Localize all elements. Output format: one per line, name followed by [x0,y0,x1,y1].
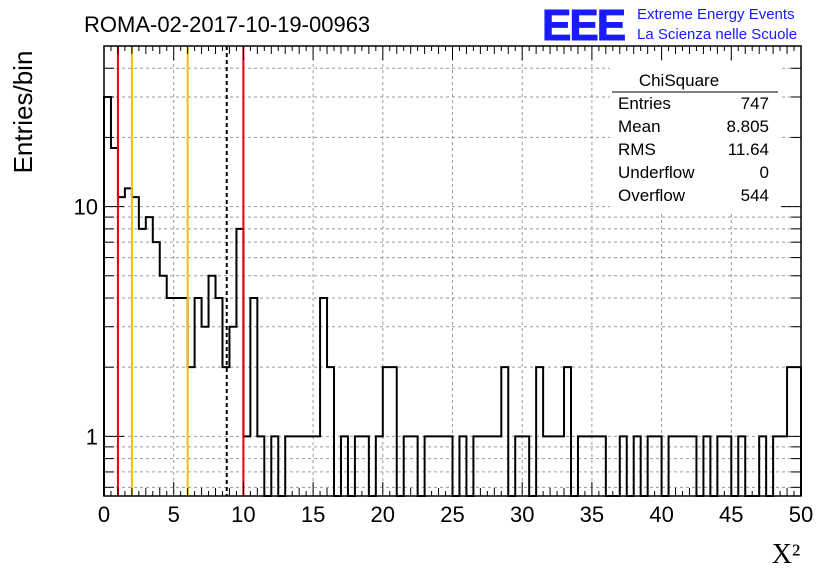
stats-title: ChiSquare [639,71,719,90]
stats-value: 11.64 [728,140,769,159]
eee-logo-letters: EEE [542,1,625,50]
x-tick-label: 25 [440,502,464,527]
stats-value: 544 [741,186,769,205]
histogram-outline [103,95,802,497]
chart-title: ROMA-02-2017-10-19-00963 [84,12,370,37]
stats-label: RMS [618,140,656,159]
eee-logo-line2: La Scienza nelle Scuole [637,26,797,43]
x-tick-label: 30 [510,502,534,527]
stats-value: 8.805 [726,117,769,136]
x-tick-label: 10 [231,502,255,527]
x-tick-label: 45 [719,502,743,527]
stats-value: 0 [760,163,769,182]
stats-label: Overflow [618,186,686,205]
x-tick-label: 0 [98,502,110,527]
x-tick-label: 15 [301,502,325,527]
stats-label: Underflow [618,163,695,182]
x-tick-label: 40 [649,502,673,527]
eee-logo: EEE Extreme Energy Events La Scienza nel… [542,1,798,51]
stats-value: 747 [741,94,769,113]
x-tick-label: 50 [789,502,813,527]
stats-box: ChiSquare Entries 747 Mean 8.805 RMS 11.64 Und… [610,64,780,212]
stats-label: Entries [618,94,671,113]
y-axis-label: Entries/bin [8,51,38,174]
y-tick-label: 10 [74,195,98,220]
x-axis-label: X² [772,539,801,570]
x-tick-label: 5 [168,502,180,527]
x-tick-label: 20 [371,502,395,527]
eee-logo-line1: Extreme Energy Events [637,6,795,23]
y-tick-label: 1 [86,424,98,449]
stats-label: Mean [618,117,661,136]
x-tick-label: 35 [580,502,604,527]
